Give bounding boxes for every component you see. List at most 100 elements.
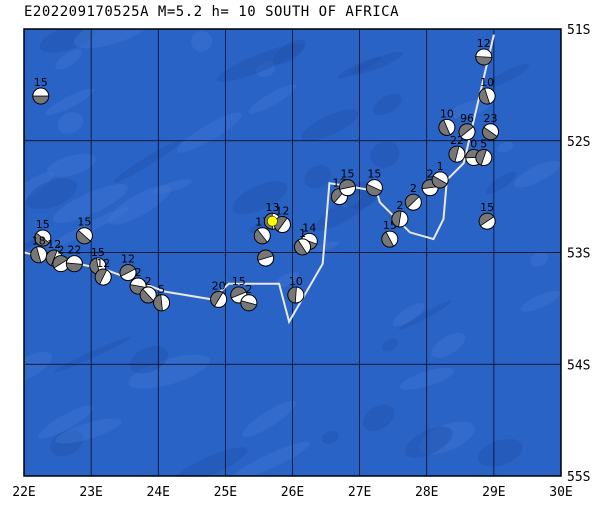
bathymetry-feature: [321, 430, 339, 444]
focal-mechanism: 2: [404, 182, 422, 211]
event-depth-label: 10: [480, 76, 494, 89]
event-depth-label: 12: [275, 205, 289, 218]
bathymetry-feature: [350, 51, 404, 75]
bathymetry-feature: [382, 338, 398, 352]
bathymetry-feature: [38, 405, 94, 439]
longitude-tick-label: 27E: [348, 485, 371, 500]
event-depth-label: 10: [440, 107, 454, 120]
longitude-tick-label: 26E: [281, 485, 304, 500]
bathymetry-feature: [520, 290, 561, 312]
latitude-tick-label: 55S: [567, 470, 590, 485]
bathymetry-feature: [52, 183, 129, 223]
event-depth-label: 96: [460, 112, 474, 125]
longitude-tick-label: 22E: [12, 485, 35, 500]
map-frame: [23, 28, 562, 477]
longitude-tick-label: 29E: [482, 485, 505, 500]
latitude-tick-label: 53S: [567, 247, 590, 262]
event-depth-label: 0: [470, 138, 477, 151]
event-depth-label: 13: [265, 201, 279, 214]
bathymetry-feature: [128, 354, 210, 389]
event-depth-label: 2: [145, 275, 152, 288]
focal-mechanism: 10: [438, 107, 456, 136]
bathymetry-feature: [304, 165, 332, 189]
focal-mechanism: 1: [294, 227, 312, 256]
bathymetry-feature: [496, 141, 514, 153]
latitude-tick-label: 51S: [567, 23, 590, 38]
event-depth-label: 1: [299, 227, 306, 240]
event-depth-label: 15: [34, 76, 48, 89]
focal-mechanism: 1: [431, 160, 449, 189]
bathymetry-feature: [272, 39, 306, 65]
event-depth-label: 2: [245, 283, 252, 296]
focal-mechanism: 5: [153, 283, 171, 312]
bathymetry-feature: [337, 56, 381, 79]
longitude-tick-label: 28E: [415, 485, 438, 500]
bathymetry-feature: [46, 153, 96, 178]
event-depth-label: 15: [367, 168, 381, 181]
bathymetry-feature: [485, 172, 517, 194]
longitude-tick-labels: 22E 23E 24E 25E 26E 27E 28E 29E 30E: [12, 485, 572, 500]
bathymetry-feature: [431, 332, 466, 359]
bathymetry-feature: [232, 181, 288, 215]
bathymetry-feature: [398, 300, 452, 330]
bathymetry-feature: [191, 30, 212, 52]
latitude-tick-label: 54S: [567, 358, 590, 373]
focal-mechanism: 15: [89, 246, 107, 275]
event-depth-label: 12: [121, 253, 135, 266]
focal-mechanism: 15: [478, 201, 496, 230]
event-depth-label: 23: [484, 112, 498, 125]
epicenter-marker: [267, 215, 278, 227]
bathymetry-feature: [362, 404, 395, 431]
bathymetry-feature: [418, 421, 475, 455]
focal-mechanism: 15: [365, 168, 383, 197]
event-depth-label: 15: [91, 246, 105, 259]
bathymetry-feature: [57, 112, 84, 134]
event-depth-label: 15: [77, 216, 91, 229]
event-depth-label: 22: [67, 244, 81, 257]
plate-boundary: [24, 34, 495, 325]
bathymetry-feature: [248, 84, 297, 114]
focal-mechanism: 96: [458, 112, 476, 141]
bathymetry-feature: [314, 186, 381, 231]
event-depth-label: 15: [36, 218, 50, 231]
focal-mechanism: 10: [287, 275, 305, 304]
bathymetry-feature: [485, 63, 530, 88]
event-depth-label: 15: [341, 168, 355, 181]
map-title: E202209170525A M=5.2 h= 10 SOUTH OF AFRI…: [24, 4, 400, 20]
focal-mechanism: 12: [119, 253, 137, 282]
event-depth-label: 2: [427, 168, 434, 181]
focal-mechanism: 2: [52, 244, 70, 273]
focal-mechanism: 18: [30, 235, 48, 264]
bathymetry-feature: [55, 418, 122, 444]
bathymetry-feature: [45, 88, 95, 116]
longitude-tick-label: 25E: [214, 485, 237, 500]
focal-mechanism: 2: [240, 283, 258, 312]
event-depth-label: 5: [158, 283, 165, 296]
focal-mechanism: 22: [65, 244, 83, 273]
focal-mechanism: 12: [94, 257, 112, 286]
focal-mechanism: 2: [391, 199, 409, 228]
event-depth-label: 12: [96, 257, 110, 270]
event-depth-label: 5: [480, 138, 487, 151]
event-depth-label: 2: [57, 244, 64, 257]
event-depth-label: 15: [232, 275, 246, 288]
bathymetry-feature: [108, 185, 171, 225]
bathymetry-feature: [341, 194, 363, 208]
bathymetry-feature: [513, 160, 561, 188]
bathymetry-feature: [256, 61, 276, 77]
bathymetry-feature: [448, 99, 491, 119]
focal-mechanism: 12: [273, 205, 291, 234]
focal-mechanism: 20: [210, 279, 228, 308]
longitude-tick-label: 24E: [147, 485, 170, 500]
focal-mechanism: 5: [475, 138, 493, 167]
event-depth-label: 20: [212, 279, 226, 292]
bathymetry-feature: [55, 49, 82, 70]
epicenter-star: [267, 215, 278, 227]
bathymetry-feature: [392, 303, 426, 327]
bathymetry-feature: [301, 109, 359, 142]
longitude-tick-label: 23E: [79, 485, 102, 500]
bathymetry-feature: [230, 441, 310, 476]
focal-mechanism: 15: [339, 168, 357, 197]
bathymetry-feature: [242, 400, 296, 438]
